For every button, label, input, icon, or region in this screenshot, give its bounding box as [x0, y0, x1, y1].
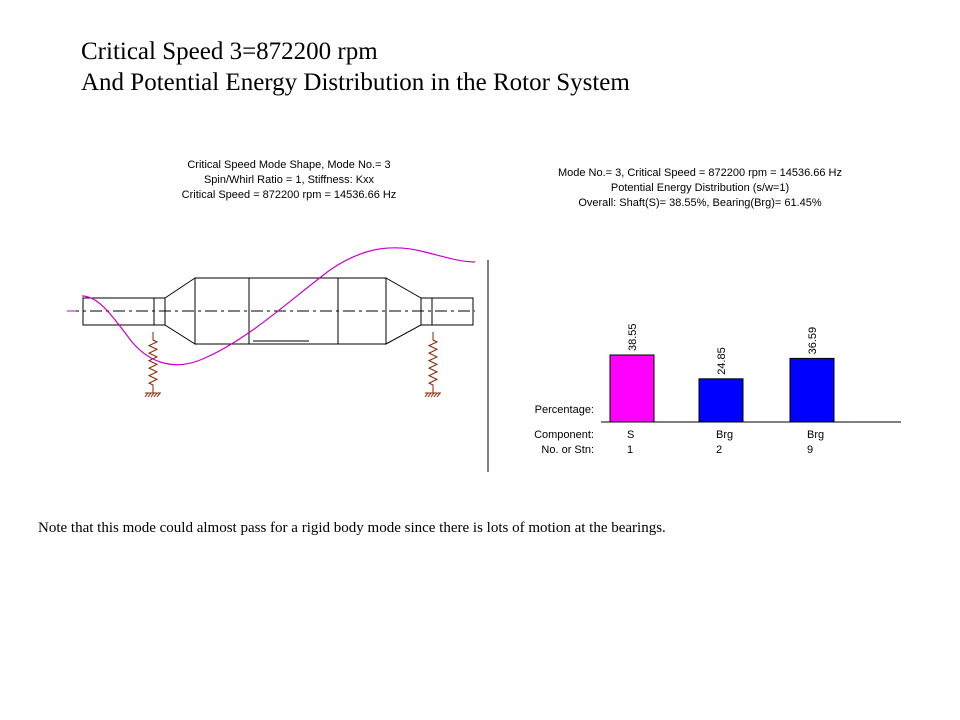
energy-bar-value-label: 36.59	[807, 327, 819, 355]
mode-shape-title-line: Critical Speed = 872200 rpm = 14536.66 H…	[181, 189, 397, 201]
row-label-component: Component:	[534, 429, 594, 441]
energy-chart-title-line: Mode No.= 3, Critical Speed = 872200 rpm…	[557, 167, 843, 179]
station-label: 2	[716, 444, 722, 456]
slide-title: Critical Speed 3=872200 rpm And Potentia…	[81, 36, 630, 98]
mode-shape-title: Critical Speed Mode Shape, Mode No.= 3 S…	[139, 158, 439, 203]
energy-chart-title-line: Overall: Shaft(S)= 38.55%, Bearing(Brg)=…	[578, 197, 822, 209]
station-label: 9	[807, 444, 813, 456]
mode-shape-title-line: Spin/Whirl Ratio = 1, Stiffness: Kxx	[203, 174, 375, 186]
slide-title-line-1: Critical Speed 3=872200 rpm	[81, 38, 378, 65]
mode-shape-curve	[81, 247, 476, 366]
left-bearing-spring	[144, 332, 161, 398]
mode-shape-title-line: Critical Speed Mode Shape, Mode No.= 3	[187, 159, 391, 171]
right-shaft-segment	[431, 297, 474, 326]
row-label-station: No. or Stn:	[541, 444, 594, 456]
energy-chart-title: Mode No.= 3, Critical Speed = 872200 rpm…	[520, 166, 880, 211]
note-text: Note that this mode could almost pass fo…	[38, 520, 666, 536]
energy-bar-3	[789, 357, 835, 423]
energy-chart-title-line: Potential Energy Distribution (s/w=1)	[610, 182, 790, 194]
station-label: 1	[627, 444, 633, 456]
component-label: Brg	[807, 429, 824, 441]
component-label: S	[627, 429, 634, 441]
row-label-percentage: Percentage:	[535, 404, 594, 416]
component-label: Brg	[716, 429, 733, 441]
energy-bar-1	[609, 354, 655, 423]
slide-title-line-2: And Potential Energy Distribution in the…	[81, 69, 630, 96]
energy-bar-2	[698, 378, 744, 423]
energy-bar-value-label: 38.55	[627, 323, 639, 351]
right-bearing-spring	[424, 332, 441, 398]
energy-bar-value-label: 24.85	[716, 347, 728, 375]
